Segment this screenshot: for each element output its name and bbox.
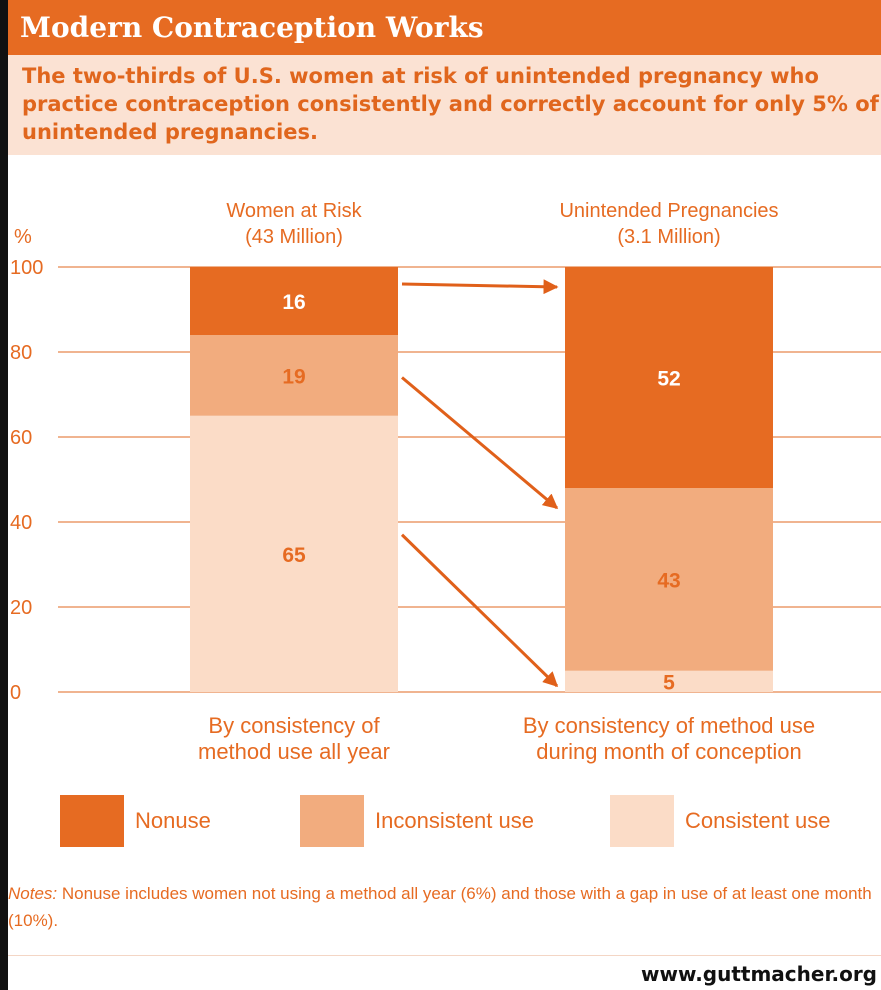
bar-nonuse-col2	[565, 267, 773, 488]
data-label-inconsistent-use-col1: 19	[282, 365, 305, 388]
y-tick-label-80: 80	[10, 342, 32, 364]
legend-label-nonuse: Nonuse	[135, 808, 211, 833]
notes-lead: Notes:	[8, 884, 58, 903]
legend-label-consistent: Consistent use	[685, 808, 831, 833]
flow-arrows	[400, 279, 559, 688]
notes-text: Nonuse includes women not using a method…	[8, 884, 872, 930]
legend-swatch-consistent	[610, 795, 674, 847]
notes: Notes: Nonuse includes women not using a…	[8, 880, 878, 934]
flow-arrow-nonuse	[401, 279, 559, 295]
column-header-col2-line1: Unintended Pregnancies	[559, 200, 778, 222]
legend-swatch-inconsistent	[300, 795, 364, 847]
data-label-consistent-use-col2: 5	[663, 671, 675, 694]
y-tick-label-100: 100	[10, 257, 43, 279]
column-labels: Women at Risk (43 Million) By consistency …	[198, 200, 815, 764]
source-url: www.guttmacher.org	[641, 962, 877, 986]
y-tick-label-60: 60	[10, 427, 32, 449]
data-label-nonuse-col2: 52	[657, 368, 680, 391]
figure-subtitle: The two-thirds of U.S. women at risk of …	[8, 55, 881, 155]
y-axis-unit: %	[14, 226, 32, 248]
column-caption-col2-line2: during month of conception	[536, 739, 801, 764]
bars: 65 19 16 5 43 52	[190, 267, 773, 694]
bar-consistent-use-col1	[190, 415, 398, 692]
column-header-col1-line1: Women at Risk	[226, 200, 362, 222]
data-label-consistent-use-col1: 65	[282, 544, 306, 567]
flow-arrow-consistent-use	[400, 533, 559, 688]
bar-nonuse-col1	[190, 267, 398, 335]
legend-swatch-nonuse	[60, 795, 124, 847]
flow-arrow-inconsistent-use	[401, 376, 559, 510]
column-header-col2-line2: (3.1 Million)	[617, 226, 720, 248]
stacked-bar-chart: 100 80 60 40 20 0% 65 19 16 5 43 52 Women at Risk (…	[10, 200, 881, 764]
legend-label-inconsistent: Inconsistent use	[375, 808, 534, 833]
column-header-col1-line2: (43 Million)	[245, 226, 343, 248]
bar-inconsistent-use-col2	[565, 488, 773, 671]
figure-title: Modern Contraception Works	[8, 0, 881, 55]
column-caption-col2-line1: By consistency of method use	[523, 713, 815, 738]
data-label-nonuse-col1: 16	[282, 291, 305, 314]
y-axis: 100 80 60 40 20 0%	[10, 226, 43, 704]
column-caption-col1-line2: method use all year	[198, 739, 390, 764]
bar-consistent-use-col2	[565, 670, 773, 692]
y-tick-label-20: 20	[10, 597, 32, 619]
footer-divider	[8, 955, 881, 956]
data-label-inconsistent-use-col2: 43	[657, 569, 680, 592]
bar-inconsistent-use-col1	[190, 335, 398, 416]
y-tick-label-40: 40	[10, 512, 32, 534]
y-tick-label-0: 0	[10, 682, 21, 704]
column-caption-col1-line1: By consistency of	[208, 713, 380, 738]
